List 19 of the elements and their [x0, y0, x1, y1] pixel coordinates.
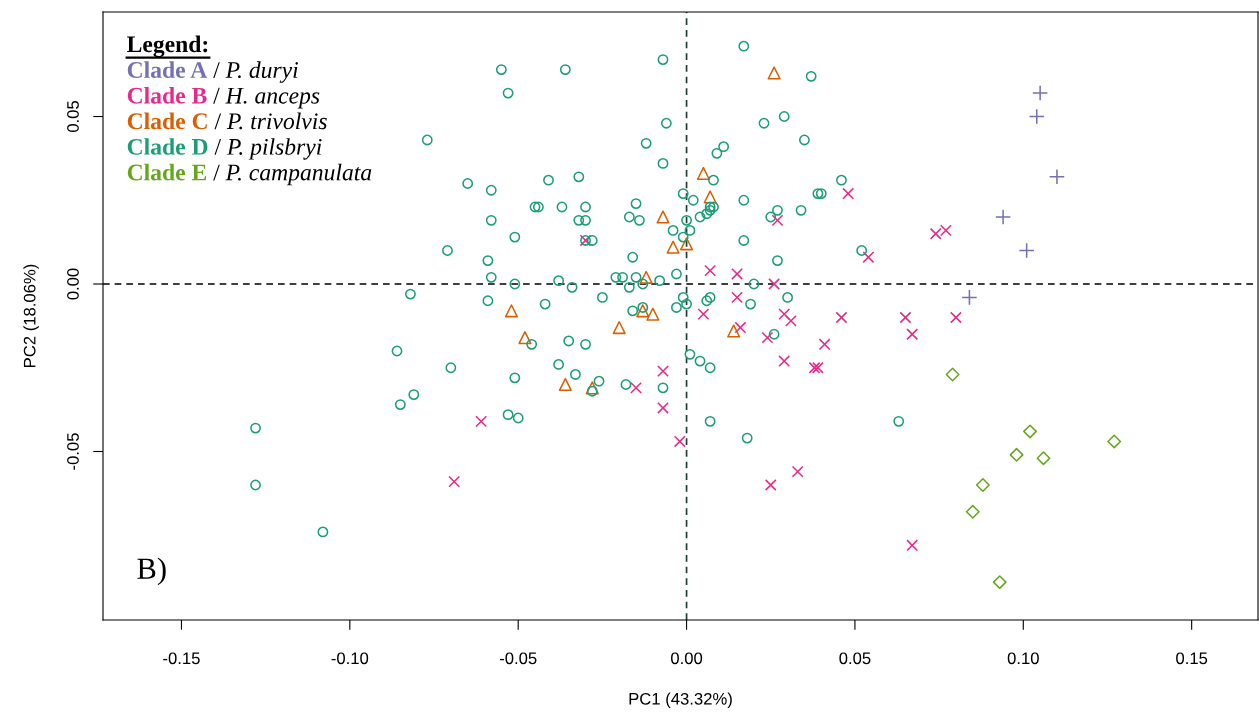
- x-tick-label: -0.15: [163, 652, 200, 665]
- x-tick-label: 0.10: [1007, 652, 1039, 665]
- text: Clade B / H. anceps: [127, 87, 320, 109]
- annotation: B): [137, 557, 166, 586]
- x-tick-label: -0.10: [331, 652, 369, 665]
- y-tick-label: -0.05: [67, 433, 79, 470]
- y-tick-label: 0.00: [67, 268, 79, 300]
- x-axis-title: PC1 (43.32%): [629, 692, 732, 709]
- text: Clade A / P. duryi: [127, 61, 298, 83]
- legend-title: Legend:: [127, 35, 208, 58]
- y-tick-label: 0.05: [67, 100, 79, 133]
- x-tick-label: 0.15: [1176, 652, 1208, 665]
- text: Clade D / P. pilsbryi: [127, 138, 322, 160]
- x-tick-label: 0.05: [839, 652, 871, 665]
- y-axis-title: PC2 (18.06%): [23, 264, 39, 367]
- x-tick-label: 0.00: [670, 652, 703, 665]
- text: Clade E / P. campanulata: [127, 163, 372, 186]
- text: Clade C / P. trivolvis: [127, 112, 327, 130]
- x-tick-label: -0.05: [499, 652, 537, 665]
